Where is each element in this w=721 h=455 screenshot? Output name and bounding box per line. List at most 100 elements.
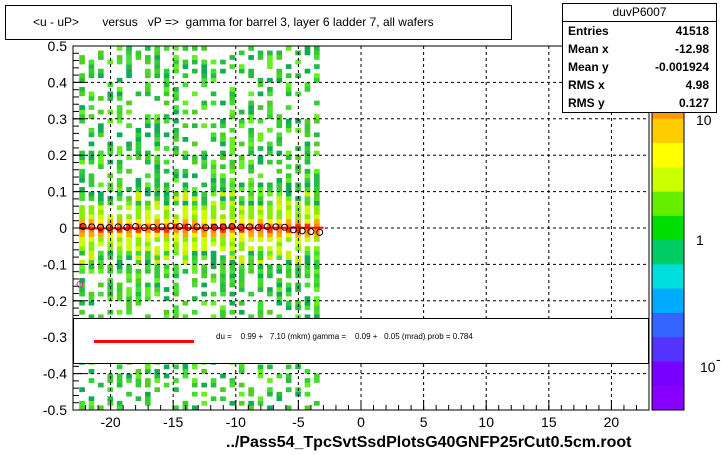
heatmap-cell (173, 64, 179, 69)
x-tick-label: 10 (478, 414, 494, 430)
heatmap-cell (257, 305, 264, 311)
heatmap-cell (145, 282, 151, 288)
heatmap-cell (267, 232, 273, 238)
heatmap-cell (304, 228, 311, 233)
heatmap-cell (276, 223, 283, 229)
heatmap-cell (88, 182, 95, 188)
heatmap-cell (154, 259, 161, 265)
heatmap-cell (126, 255, 132, 261)
heatmap-cell (116, 164, 123, 170)
heatmap-cell (98, 200, 104, 206)
heatmap-cell (201, 273, 207, 279)
heatmap-cell (135, 296, 142, 301)
heatmap-cell (285, 86, 292, 92)
heatmap-cell (267, 255, 273, 261)
heatmap-cell (145, 291, 151, 297)
heatmap-cell (154, 146, 161, 151)
heatmap-cell (173, 218, 179, 224)
heatmap-cell (145, 228, 151, 233)
heatmap-cell (267, 391, 273, 397)
heatmap-cell (135, 146, 142, 151)
heatmap-cell (163, 168, 170, 174)
heatmap-cell (276, 214, 283, 220)
heatmap-cell (182, 123, 189, 129)
heatmap-cell (314, 314, 320, 320)
heatmap-cell (285, 291, 292, 297)
heatmap-cell (210, 214, 217, 220)
heatmap-cell (79, 287, 85, 292)
heatmap-cell (238, 209, 245, 215)
heatmap-cell (304, 378, 311, 383)
heatmap-cell (229, 64, 236, 69)
heatmap-cell (126, 237, 132, 242)
heatmap-cell (210, 300, 217, 306)
colorbar-segment (652, 337, 684, 362)
heatmap-cell (314, 196, 320, 201)
heatmap-cell (238, 278, 245, 283)
heatmap-cell (314, 191, 320, 197)
heatmap-cell (257, 205, 264, 210)
profile-point (237, 223, 245, 231)
heatmap-cell (79, 232, 85, 238)
heatmap-cell (238, 264, 245, 270)
heatmap-cell (285, 268, 292, 274)
heatmap-cell (135, 155, 142, 160)
heatmap-cell (163, 191, 170, 197)
heatmap-cell (304, 50, 311, 56)
heatmap-cell (154, 373, 161, 379)
heatmap-cell (163, 273, 170, 279)
heatmap-cell (88, 369, 95, 374)
heatmap-cell (229, 127, 236, 133)
heatmap-cell (135, 282, 142, 288)
heatmap-cell (314, 273, 320, 279)
heatmap-cell (295, 187, 301, 192)
heatmap-cell (163, 232, 170, 238)
heatmap-cell (182, 268, 189, 274)
heatmap-cell (135, 232, 142, 238)
heatmap-cell (107, 91, 114, 97)
heatmap-cell (248, 264, 254, 270)
heatmap-cell (201, 182, 207, 188)
heatmap-cell (201, 191, 207, 197)
heatmap-cell (201, 205, 207, 210)
heatmap-cell (182, 232, 189, 238)
heatmap-cell (88, 173, 95, 179)
heatmap-cell (267, 64, 273, 69)
heatmap-cell (154, 196, 161, 201)
heatmap-cell (191, 205, 198, 210)
colorbar-segment (652, 264, 684, 290)
stats-label: Mean x (568, 42, 609, 56)
heatmap-cell (220, 278, 226, 283)
heatmap-cell (135, 91, 142, 97)
heatmap-cell (314, 232, 320, 238)
heatmap-cell (220, 387, 226, 392)
heatmap-cell (248, 391, 254, 397)
x-tick-label: 20 (604, 414, 620, 430)
heatmap-cell (98, 250, 104, 256)
heatmap-cell (79, 241, 85, 247)
heatmap-cell (163, 114, 170, 119)
heatmap-cell (98, 109, 104, 115)
heatmap-cell (173, 96, 179, 101)
heatmap-cell (79, 223, 85, 229)
heatmap-cell (267, 246, 273, 251)
heatmap-cell (79, 159, 85, 165)
heatmap-cell (257, 309, 264, 315)
heatmap-cell (304, 155, 311, 160)
heatmap-cell (304, 305, 311, 311)
heatmap-cell (145, 296, 151, 301)
heatmap-cell (248, 68, 254, 74)
heatmap-cell (229, 205, 236, 210)
y-tick-label: 0.3 (48, 111, 68, 127)
heatmap-cell (182, 214, 189, 220)
heatmap-cell (154, 141, 161, 147)
x-tick-label: 5 (420, 414, 428, 430)
heatmap-cell (257, 250, 264, 256)
heatmap-cell (88, 141, 95, 147)
heatmap-cell (191, 191, 198, 197)
heatmap-cell (116, 187, 123, 192)
heatmap-cell (304, 218, 311, 224)
heatmap-cell (126, 287, 132, 292)
heatmap-cell (229, 114, 236, 119)
heatmap-cell (276, 250, 283, 256)
